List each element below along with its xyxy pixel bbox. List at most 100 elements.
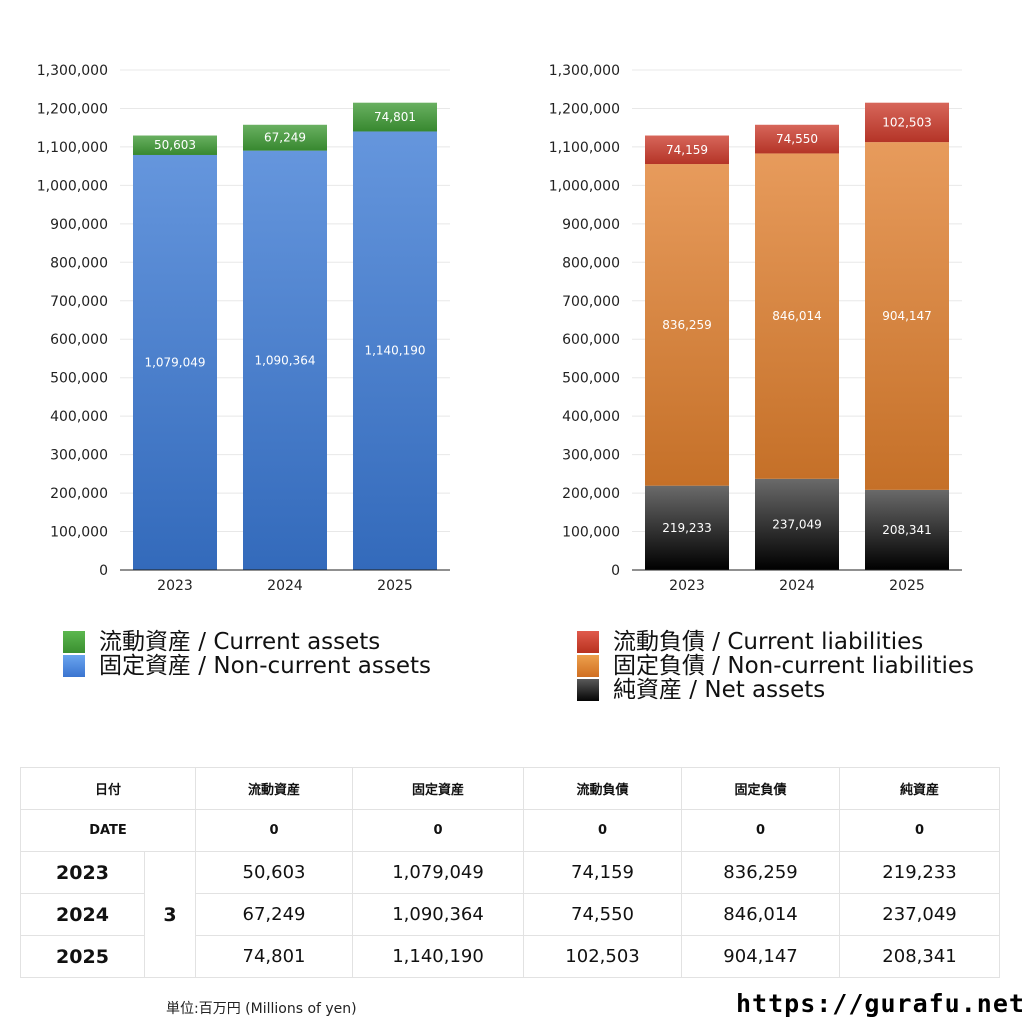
liab-bar-segment — [865, 102, 949, 143]
legend-label-non-current-assets: 固定資産 / Non-current assets — [99, 653, 432, 679]
assets-x-tick-label: 2025 — [377, 578, 413, 594]
table-subheader-cell: 0 — [195, 809, 354, 852]
table-header-current-assets: 流動資産 — [195, 767, 354, 810]
table-cell: 1,090,364 — [352, 893, 525, 936]
table-cell: 1,140,190 — [352, 935, 525, 978]
liab-data-label: 102,503 — [882, 115, 932, 129]
table-header-row: 日付 流動資産 固定資産 流動負債 固定負債 純資産 — [19, 767, 1001, 810]
liab-y-tick-label: 1,100,000 — [549, 140, 620, 156]
table-month: 3 — [143, 851, 197, 978]
table-row-year: 2025 — [20, 935, 145, 978]
table-cell: 102,503 — [523, 935, 683, 978]
assets-data-label: 67,249 — [264, 131, 306, 145]
assets-y-tick-label: 500,000 — [50, 371, 108, 387]
legend-label-non-current-liabilities: 固定負債 / Non-current liabilities — [613, 653, 974, 679]
data-table: 日付 流動資産 固定資産 流動負債 固定負債 純資産 DATE 0 0 0 0 … — [19, 767, 1001, 978]
liab-data-label: 219,233 — [662, 521, 712, 535]
legend-item-current-liabilities: 流動負債 / Current liabilities — [577, 630, 974, 654]
table-cell: 74,801 — [195, 935, 354, 978]
assets-bar-segment — [353, 131, 437, 570]
assets-data-label: 50,603 — [154, 138, 196, 152]
liab-data-label: 904,147 — [882, 309, 932, 323]
liab-y-tick-label: 0 — [611, 563, 620, 579]
assets-y-tick-label: 300,000 — [50, 448, 108, 464]
legend-swatch-non-current-liabilities — [577, 655, 599, 677]
assets-bar-segment — [133, 154, 217, 571]
table-row-year: 2023 — [20, 851, 145, 894]
liab-y-tick-label: 1,000,000 — [549, 178, 620, 194]
liabilities-legend: 流動負債 / Current liabilities 固定負債 / Non-cu… — [577, 630, 974, 702]
legend-label-current-assets: 流動資産 / Current assets — [99, 629, 381, 655]
legend-item-current-assets: 流動資産 / Current assets — [63, 630, 431, 654]
liab-data-label: 237,049 — [772, 517, 822, 531]
assets-bar-segment — [243, 150, 327, 570]
assets-y-tick-label: 900,000 — [50, 217, 108, 233]
table-subheader-cell: 0 — [839, 809, 1001, 852]
table-row-year: 2024 — [20, 893, 145, 936]
liab-data-label: 846,014 — [772, 309, 822, 323]
liab-bar-segment — [865, 142, 949, 490]
table-cell: 904,147 — [681, 935, 841, 978]
liab-y-tick-label: 100,000 — [562, 525, 620, 541]
table-cell: 74,159 — [523, 851, 683, 894]
table-subheader-cell: 0 — [523, 809, 683, 852]
liabilities-chart-y-axis: 0 100,000 200,000 300,000 400,000 500,000 600,… — [549, 63, 620, 579]
table-cell: 846,014 — [681, 893, 841, 936]
liab-y-tick-label: 800,000 — [562, 255, 620, 271]
liab-x-tick-label: 2025 — [889, 578, 925, 594]
liab-y-tick-label: 300,000 — [562, 448, 620, 464]
liab-bar-segment — [755, 124, 839, 154]
assets-bar-segment — [353, 102, 437, 132]
legend-item-non-current-assets: 固定資産 / Non-current assets — [63, 654, 431, 678]
table-cell: 50,603 — [195, 851, 354, 894]
assets-y-tick-label: 0 — [99, 563, 108, 579]
assets-y-tick-label: 800,000 — [50, 255, 108, 271]
assets-y-tick-label: 700,000 — [50, 294, 108, 310]
table-cell: 219,233 — [839, 851, 1001, 894]
table-cell: 1,079,049 — [352, 851, 525, 894]
table-row: 2025 74,801 1,140,190 102,503 904,147 20… — [20, 935, 1001, 978]
liab-data-label: 836,259 — [662, 318, 712, 332]
legend-label-current-liabilities: 流動負債 / Current liabilities — [613, 629, 924, 655]
assets-bar-segment — [133, 135, 217, 155]
assets-legend: 流動資産 / Current assets 固定資産 / Non-current… — [63, 630, 431, 678]
legend-swatch-net-assets — [577, 679, 599, 701]
table-subheader-date: DATE — [19, 809, 197, 852]
assets-x-tick-label: 2024 — [267, 578, 303, 594]
table-subheader-row: DATE 0 0 0 0 0 — [19, 809, 1001, 852]
legend-swatch-current-assets — [63, 631, 85, 653]
table-row: 2023 3 50,603 1,079,049 74,159 836,259 2… — [20, 851, 1001, 978]
table-cell: 836,259 — [681, 851, 841, 894]
liab-x-tick-label: 2023 — [669, 578, 705, 594]
table-subheader-cell: 0 — [352, 809, 525, 852]
table-header-current-liabilities: 流動負債 — [523, 767, 683, 810]
assets-y-tick-label: 1,000,000 — [37, 178, 108, 194]
legend-item-non-current-liabilities: 固定負債 / Non-current liabilities — [577, 654, 974, 678]
liab-bar-segment — [865, 489, 949, 570]
table-row: 2024 67,249 1,090,364 74,550 846,014 237… — [20, 893, 1001, 936]
site-url-link[interactable]: https://gurafu.net/ — [736, 989, 1024, 1018]
assets-y-tick-label: 200,000 — [50, 486, 108, 502]
liab-bar-segment — [645, 164, 729, 486]
liab-bar-segment — [755, 478, 839, 570]
liab-x-tick-label: 2024 — [779, 578, 815, 594]
table-header-non-current-assets: 固定資産 — [352, 767, 525, 810]
table-cell: 67,249 — [195, 893, 354, 936]
assets-bar-segment — [243, 124, 327, 151]
legend-label-net-assets: 純資産 / Net assets — [613, 677, 826, 703]
assets-y-tick-label: 1,200,000 — [37, 101, 108, 117]
unit-note: 単位:百万円 (Millions of yen) — [166, 1001, 357, 1017]
table-subheader-cell: 0 — [681, 809, 841, 852]
legend-swatch-non-current-assets — [63, 655, 85, 677]
liab-bar-segment — [645, 135, 729, 165]
assets-y-tick-label: 1,300,000 — [37, 63, 108, 79]
table-header-date: 日付 — [19, 767, 197, 810]
assets-y-tick-label: 400,000 — [50, 409, 108, 425]
liab-y-tick-label: 600,000 — [562, 332, 620, 348]
table-header-net-assets: 純資産 — [839, 767, 1001, 810]
liab-data-label: 74,159 — [666, 143, 708, 157]
assets-y-tick-label: 600,000 — [50, 332, 108, 348]
assets-chart: 0 100,000 200,000 300,000 400,000 500,000 600,… — [37, 63, 450, 594]
legend-item-net-assets: 純資産 / Net assets — [577, 678, 974, 702]
liab-y-tick-label: 700,000 — [562, 294, 620, 310]
